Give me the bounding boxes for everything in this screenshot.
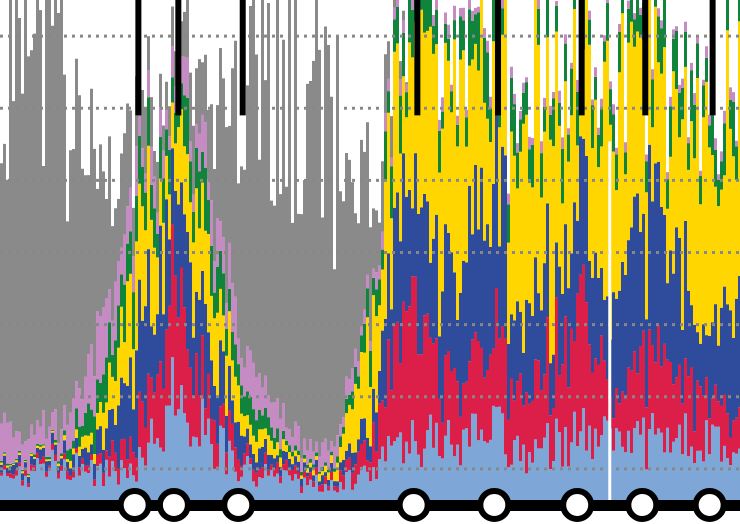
circle-marker-3 <box>396 488 431 522</box>
circle-marker-2 <box>221 488 256 522</box>
series-area-5 <box>0 0 738 474</box>
circle-marker-4 <box>477 488 512 522</box>
series-area-6 <box>0 0 408 459</box>
bottom-baseline <box>0 500 740 511</box>
circle-marker-1 <box>156 488 191 522</box>
marker-layer <box>135 0 716 116</box>
circle-layer <box>117 488 727 522</box>
grid-layer <box>0 34 740 471</box>
series-area-1 <box>0 224 740 494</box>
circle-marker-5 <box>560 488 595 522</box>
circle-marker-0 <box>117 488 152 522</box>
series-area-2 <box>0 106 740 487</box>
circle-marker-7 <box>692 488 727 522</box>
series-area-4 <box>0 0 740 476</box>
circle-marker-6 <box>625 488 660 522</box>
baseline-layer <box>0 500 740 511</box>
